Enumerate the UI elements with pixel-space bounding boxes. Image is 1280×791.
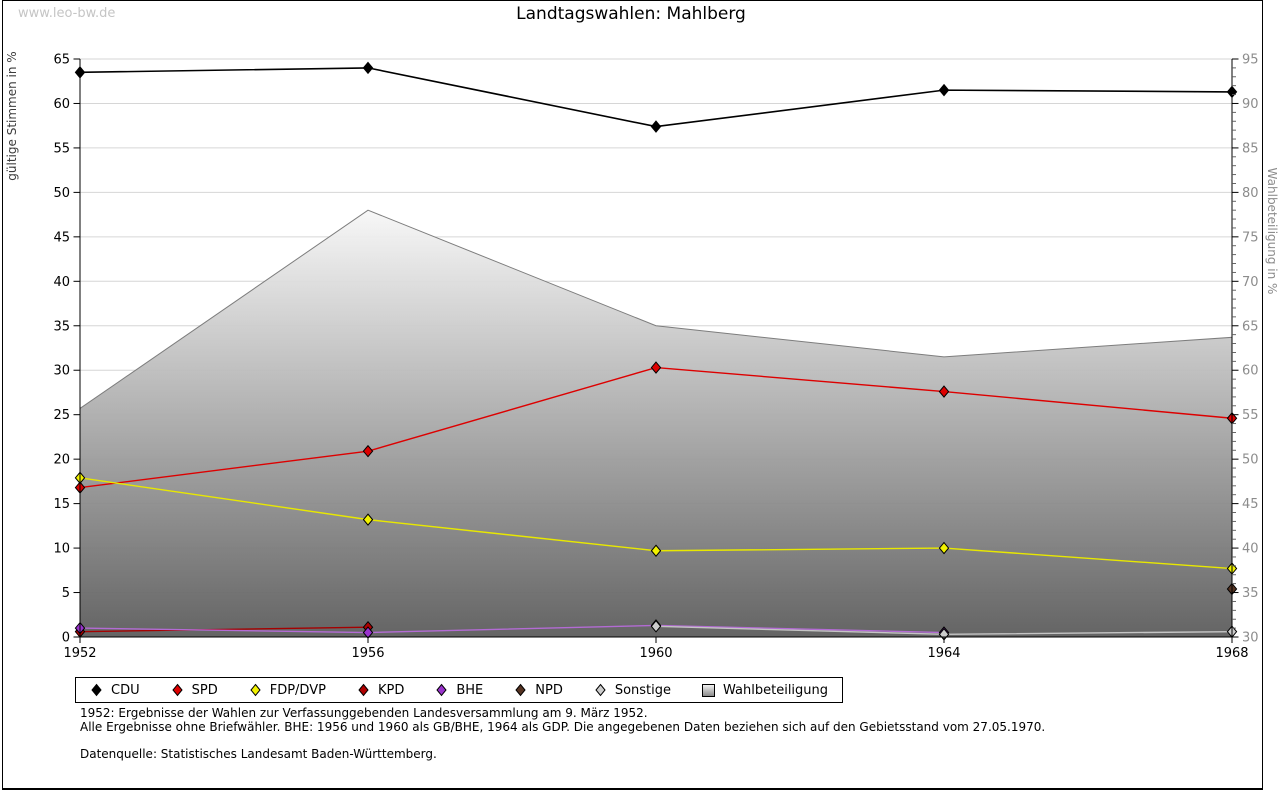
svg-text:30: 30	[53, 364, 70, 379]
legend-marker-kpd-icon	[358, 683, 369, 697]
data-source: Datenquelle: Statistisches Landesamt Bad…	[80, 747, 437, 761]
svg-text:30: 30	[1242, 631, 1259, 646]
watermark: www.leo-bw.de	[18, 6, 116, 21]
legend-item-fdp-dvp: FDP/DVP	[249, 683, 326, 698]
svg-text:20: 20	[53, 453, 70, 468]
legend-item-sonstige: Sonstige	[594, 683, 671, 698]
svg-text:80: 80	[1242, 186, 1259, 201]
legend-item-spd: SPD	[171, 683, 218, 698]
svg-text:35: 35	[53, 319, 70, 334]
svg-text:65: 65	[53, 53, 70, 68]
legend-marker-npd-icon	[515, 683, 526, 697]
svg-text:1964: 1964	[927, 646, 960, 661]
legend-label-sonstige: Sonstige	[614, 682, 672, 698]
series-line-bhe	[79, 624, 945, 634]
legend-marker-bhe-icon	[436, 683, 447, 697]
svg-text:0: 0	[62, 631, 70, 646]
legend-marker-sonstige-icon	[595, 683, 606, 697]
legend-label-bhe: BHE	[456, 682, 484, 698]
legend-item-npd: NPD	[514, 683, 563, 698]
footnote-line-1: 1952: Ergebnisse der Wahlen zur Verfassu…	[80, 706, 648, 720]
legend-item-bhe: BHE	[435, 683, 483, 698]
svg-text:5: 5	[62, 586, 70, 601]
legend: CDU SPD FDP/DVP KPD BHE NPD Sonstige Wahlbeteil…	[75, 677, 844, 703]
right-axis-ticks: 30 35 40 45 50 55 60 65 70 75 80 85 90 95	[1232, 53, 1259, 646]
svg-text:45: 45	[53, 230, 70, 245]
footnotes: 1952: Ergebnisse der Wahlen zur Verfassu…	[80, 706, 1045, 761]
svg-text:40: 40	[53, 275, 70, 290]
series-line-kpd	[79, 626, 369, 633]
svg-text:1960: 1960	[639, 646, 672, 661]
right-axis-minor-ticks	[1232, 67, 1236, 629]
legend-label-cdu: CDU	[111, 682, 140, 698]
series-markers-cdu	[74, 61, 1238, 133]
svg-text:10: 10	[53, 542, 70, 557]
page-title: Landtagswahlen: Mahlberg	[516, 4, 746, 24]
svg-text:1952: 1952	[63, 646, 96, 661]
legend-label-npd: NPD	[535, 682, 563, 698]
series-line-cdu	[79, 67, 1233, 128]
plot-area: 0 5 10 15 20 25 30 35 40 45 50 55 60 65 30 35 40 45 50 55 60…	[5, 51, 1279, 661]
svg-text:70: 70	[1242, 275, 1259, 290]
svg-text:15: 15	[53, 497, 70, 512]
svg-text:1968: 1968	[1215, 646, 1248, 661]
footnote-line-2: Alle Ergebnisse ohne Briefwähler. BHE: 1…	[80, 720, 1046, 734]
participation-area	[79, 209, 1233, 638]
svg-text:75: 75	[1242, 230, 1259, 245]
svg-text:95: 95	[1242, 53, 1259, 68]
right-axis-title: Wahlbeteiligung in %	[1265, 168, 1279, 295]
legend-marker-fdp-dvp-icon	[250, 683, 261, 697]
legend-marker-cdu-icon	[91, 683, 102, 697]
svg-text:55: 55	[1242, 408, 1259, 423]
svg-text:35: 35	[1242, 586, 1259, 601]
legend-item-cdu: CDU	[90, 683, 140, 698]
legend-label-spd: SPD	[191, 682, 218, 698]
legend-label-fdp-dvp: FDP/DVP	[269, 682, 326, 698]
svg-text:60: 60	[1242, 364, 1259, 379]
legend-item-wahlbeteiligung: Wahlbeteiligung	[702, 683, 828, 698]
left-axis-title: gültige Stimmen in %	[5, 51, 19, 180]
svg-text:55: 55	[53, 141, 70, 156]
legend-marker-wahlbeteiligung-icon	[702, 683, 716, 697]
legend-label-wahlbeteiligung: Wahlbeteiligung	[723, 682, 829, 698]
legend-label-kpd: KPD	[377, 682, 405, 698]
svg-text:85: 85	[1242, 141, 1259, 156]
legend-marker-spd-icon	[171, 683, 183, 697]
svg-text:50: 50	[1242, 453, 1259, 468]
svg-text:40: 40	[1242, 542, 1259, 557]
left-axis-ticks: 0 5 10 15 20 25 30 35 40 45 50 55 60 65	[53, 53, 80, 646]
svg-text:65: 65	[1242, 319, 1259, 334]
svg-text:45: 45	[1242, 497, 1259, 512]
svg-text:1956: 1956	[351, 646, 384, 661]
svg-text:90: 90	[1242, 97, 1259, 112]
svg-text:50: 50	[53, 186, 70, 201]
svg-text:60: 60	[53, 97, 70, 112]
legend-item-kpd: KPD	[357, 683, 404, 698]
svg-text:25: 25	[53, 408, 70, 423]
x-axis-ticks: 1952 1956 1960 1964 1968	[63, 637, 1249, 661]
